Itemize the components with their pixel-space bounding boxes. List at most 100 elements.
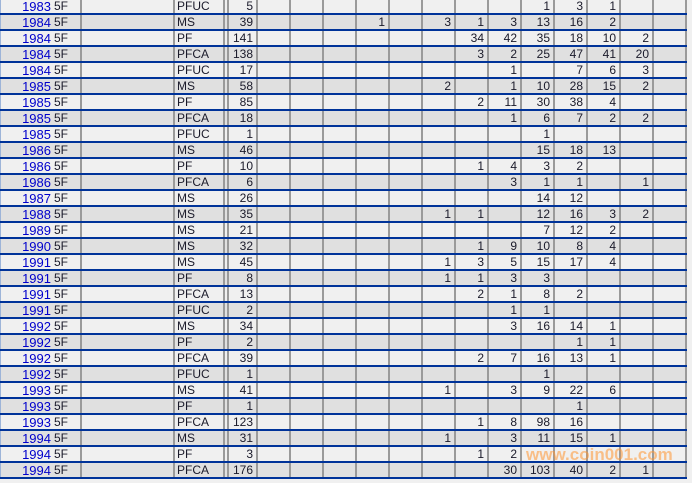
- value-cell: [654, 63, 687, 77]
- year-link[interactable]: 1983: [0, 0, 52, 14]
- year-link[interactable]: 1994: [0, 431, 52, 446]
- year-link[interactable]: 1993: [0, 383, 52, 398]
- value-cell: [456, 111, 489, 125]
- empty-cell: [82, 111, 175, 125]
- year-link[interactable]: 1991: [0, 303, 52, 318]
- value-cell: [621, 239, 654, 253]
- value-cell: [357, 47, 390, 61]
- divider: [225, 415, 229, 429]
- year-link[interactable]: 1985: [0, 95, 52, 110]
- year-link[interactable]: 1991: [0, 287, 52, 302]
- year-link[interactable]: 1985: [0, 111, 52, 126]
- year-link[interactable]: 1985: [0, 127, 52, 142]
- value-cell: [324, 239, 357, 253]
- value-cell: [654, 15, 687, 29]
- type-cell: PF: [175, 95, 225, 109]
- value-cell: [588, 399, 621, 413]
- value-cell: [390, 239, 423, 253]
- value-cell: [324, 127, 357, 141]
- year-link[interactable]: 1986: [0, 175, 52, 190]
- value-cell: 42: [489, 31, 522, 45]
- year-link[interactable]: 1992: [0, 351, 52, 366]
- year-link[interactable]: 1987: [0, 191, 52, 206]
- year-link[interactable]: 1989: [0, 223, 52, 238]
- type-cell: MS: [175, 223, 225, 237]
- grade-cell: 5F: [52, 463, 82, 477]
- value-cell: [423, 399, 456, 413]
- value-cell: 3: [489, 15, 522, 29]
- year-link[interactable]: 1984: [0, 15, 52, 30]
- value-cell: 1: [489, 303, 522, 317]
- value-cell: [654, 223, 687, 237]
- value-cell: [258, 239, 291, 253]
- year-link[interactable]: 1994: [0, 463, 52, 478]
- value-cell: [390, 31, 423, 45]
- value-cell: 1: [621, 463, 654, 477]
- year-link[interactable]: 1988: [0, 207, 52, 222]
- year-link[interactable]: 1990: [0, 239, 52, 254]
- value-cell: 12: [522, 207, 555, 221]
- divider: [225, 319, 229, 333]
- grade-cell: 5F: [52, 79, 82, 93]
- value-cell: [654, 303, 687, 317]
- value-cell: [291, 399, 324, 413]
- year-link[interactable]: 1985: [0, 79, 52, 94]
- value-cell: [588, 287, 621, 301]
- grade-cell: 5F: [52, 207, 82, 221]
- value-cell: [357, 111, 390, 125]
- table-row: 1993 5F PFCA 123 1 8 98 16: [0, 415, 687, 431]
- value-cell: 14: [555, 319, 588, 333]
- year-link[interactable]: 1993: [0, 415, 52, 430]
- year-link[interactable]: 1986: [0, 143, 52, 158]
- empty-cell: [82, 15, 175, 29]
- year-link[interactable]: 1984: [0, 47, 52, 62]
- value-cell: [324, 95, 357, 109]
- value-cell: [423, 111, 456, 125]
- year-link[interactable]: 1992: [0, 335, 52, 350]
- value-cell: [324, 15, 357, 29]
- year-link[interactable]: 1992: [0, 319, 52, 334]
- year-link[interactable]: 1984: [0, 63, 52, 78]
- value-cell: [621, 335, 654, 349]
- year-link[interactable]: 1986: [0, 159, 52, 174]
- value-cell: [621, 255, 654, 269]
- value-cell: 1: [555, 175, 588, 189]
- type-cell: PF: [175, 335, 225, 349]
- year-link[interactable]: 1993: [0, 399, 52, 414]
- year-link[interactable]: 1984: [0, 31, 52, 46]
- type-cell: PFCA: [175, 463, 225, 477]
- value-cell: [456, 0, 489, 13]
- value-cell: [324, 111, 357, 125]
- value-cell: [291, 175, 324, 189]
- year-link[interactable]: 1991: [0, 271, 52, 286]
- value-cell: 8: [522, 287, 555, 301]
- value-cell: 1: [423, 271, 456, 285]
- value-cell: [291, 207, 324, 221]
- type-cell: PFUC: [175, 303, 225, 317]
- grade-cell: 5F: [52, 303, 82, 317]
- value-cell: [456, 191, 489, 205]
- value-cell: [258, 383, 291, 397]
- count-cell: 8: [229, 271, 258, 285]
- type-cell: PF: [175, 31, 225, 45]
- grade-cell: 5F: [52, 143, 82, 157]
- divider: [225, 127, 229, 141]
- value-cell: [291, 415, 324, 429]
- count-cell: 5: [229, 0, 258, 13]
- value-cell: 3: [588, 207, 621, 221]
- year-link[interactable]: 1991: [0, 255, 52, 270]
- year-link[interactable]: 1994: [0, 447, 52, 462]
- empty-cell: [82, 303, 175, 317]
- value-cell: [621, 271, 654, 285]
- value-cell: [654, 239, 687, 253]
- value-cell: [456, 463, 489, 477]
- year-link[interactable]: 1992: [0, 367, 52, 382]
- value-cell: [258, 255, 291, 269]
- empty-cell: [82, 255, 175, 269]
- value-cell: [621, 159, 654, 173]
- table-row: 1984 5F PF 141 34 42 35 18 10 2: [0, 31, 687, 47]
- value-cell: 4: [489, 159, 522, 173]
- count-cell: 17: [229, 63, 258, 77]
- value-cell: [291, 335, 324, 349]
